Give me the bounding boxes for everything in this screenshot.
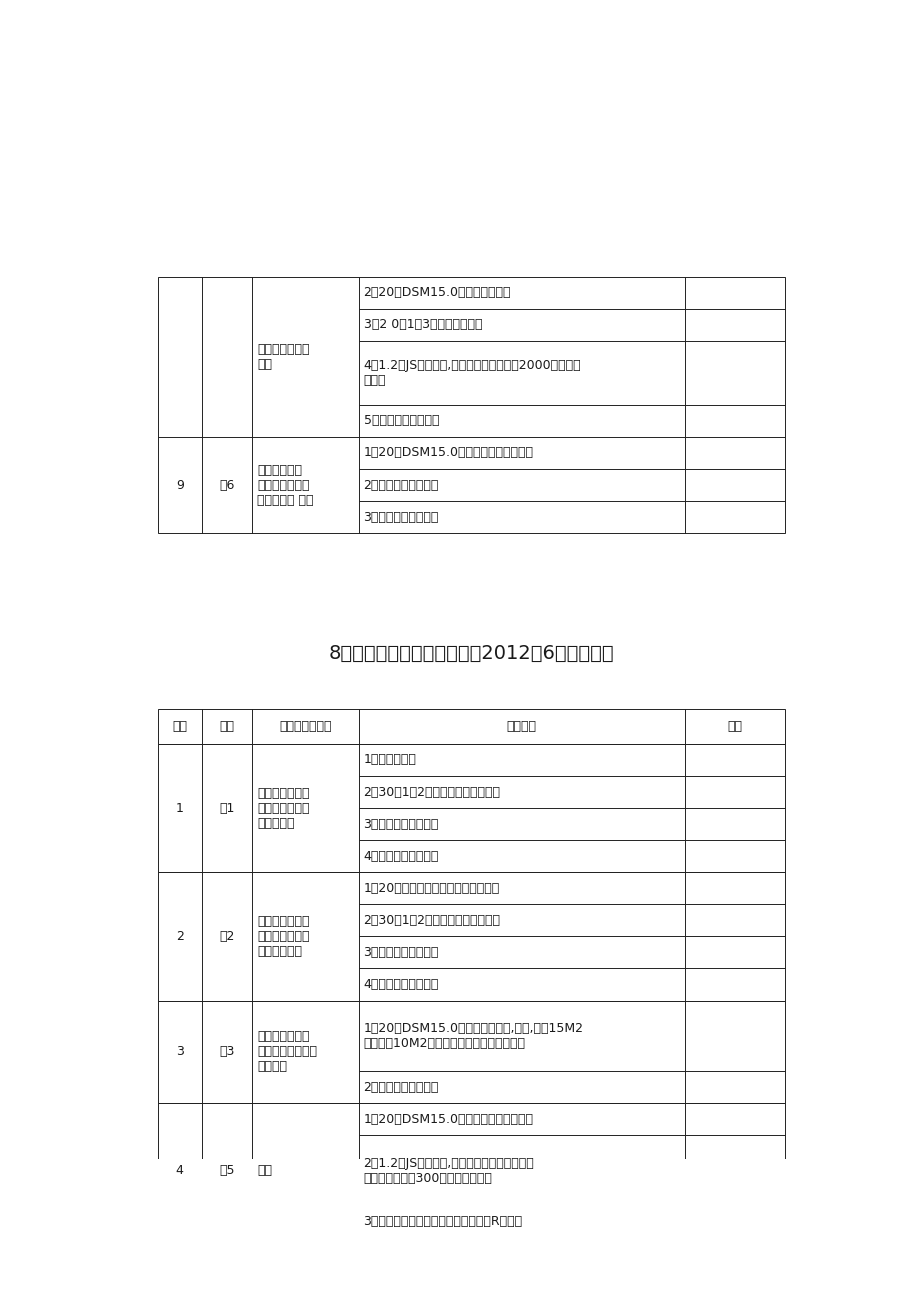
Bar xyxy=(158,708,784,743)
Text: 2、30原1：2干硬性水泥砂浆维合层: 2、30原1：2干硬性水泥砂浆维合层 xyxy=(363,785,500,798)
Text: 楔3: 楔3 xyxy=(219,1046,234,1059)
Text: 1、20原DSM15.0干拌砂浆保护层，拉毛: 1、20原DSM15.0干拌砂浆保护层，拉毛 xyxy=(363,1113,533,1126)
Text: 1: 1 xyxy=(176,802,184,815)
Text: 4、1.2原JS防水涂料,上翻建筑完成地砖面2000高（甲方
分包）: 4、1.2原JS防水涂料,上翻建筑完成地砖面2000高（甲方 分包） xyxy=(363,359,581,387)
Text: 楔1: 楔1 xyxy=(219,802,234,815)
Text: 1、20原DSM15.0预拌砂浆找平层，压光: 1、20原DSM15.0预拌砂浆找平层，压光 xyxy=(363,447,533,460)
Bar xyxy=(158,872,784,1000)
Bar xyxy=(158,1000,784,1103)
Text: 3、钉筋混凝土结构板: 3、钉筋混凝土结构板 xyxy=(363,510,438,523)
Text: 名称、施工部位: 名称、施工部位 xyxy=(278,720,331,733)
Bar xyxy=(158,1103,784,1238)
Text: 2、30原1：2干硬性水泥砂浆维合层: 2、30原1：2干硬性水泥砂浆维合层 xyxy=(363,914,500,927)
Bar xyxy=(158,276,784,534)
Bar xyxy=(158,743,784,872)
Text: 2、鑉筋混凝土结构板: 2、鑉筋混凝土结构板 xyxy=(363,1081,438,1094)
Text: （更衣室、卫生
间）: （更衣室、卫生 间） xyxy=(256,342,309,371)
Text: 1、20原DSM15.0干拌砂浆找平层,拉毛,大于15M2
房间，每10M2设置一道分隔缝，内嵌玻璃条: 1、20原DSM15.0干拌砂浆找平层,拉毛,大于15M2 房间，每10M2设置… xyxy=(363,1022,583,1049)
Text: 1、20原花岗石块面层，水泥浆擦缝。: 1、20原花岗石块面层，水泥浆擦缝。 xyxy=(363,881,499,894)
Text: 工程做法: 工程做法 xyxy=(506,720,536,733)
Text: 厨房: 厨房 xyxy=(256,1164,272,1177)
Text: 花岗石楼面（大
堂门厅及大堂相
连公共走道）: 花岗石楼面（大 堂门厅及大堂相 连公共走道） xyxy=(256,915,309,958)
Text: 楼面（客厅、走
道、卧室、书房、
储藏间）: 楼面（客厅、走 道、卧室、书房、 储藏间） xyxy=(256,1030,316,1073)
Text: 代号: 代号 xyxy=(219,720,234,733)
Text: 2、1.2原JS防水涂膜,地面满做防水，墙面上翻
建筑完成地砖面300高（甲方分包）: 2、1.2原JS防水涂膜,地面满做防水，墙面上翻 建筑完成地砖面300高（甲方分… xyxy=(363,1156,534,1185)
Text: 4、鑉筋混凝土结构板: 4、鑉筋混凝土结构板 xyxy=(363,978,438,991)
Text: 序号: 序号 xyxy=(172,720,187,733)
Text: 2、20原DSM15.0预拌砂浆结合层: 2、20原DSM15.0预拌砂浆结合层 xyxy=(363,286,510,299)
Text: 水泥砂浆地面
（风井、消防控
制室、电气 间）: 水泥砂浆地面 （风井、消防控 制室、电气 间） xyxy=(256,464,313,506)
Text: 2、水泥浆结合层一道: 2、水泥浆结合层一道 xyxy=(363,479,438,492)
Text: 到6: 到6 xyxy=(219,479,234,492)
Text: 玻化砖楼面（公
共走道、标准层
电梯前室）: 玻化砖楼面（公 共走道、标准层 电梯前室） xyxy=(256,786,309,829)
Text: 8号楼地上室内装修作法表（2012年6月调整版）: 8号楼地上室内装修作法表（2012年6月调整版） xyxy=(328,644,614,663)
Text: 4、钉筋混凝土结构板: 4、钉筋混凝土结构板 xyxy=(363,850,438,863)
Text: 3: 3 xyxy=(176,1046,184,1059)
Text: 1、玻化砖面层: 1、玻化砖面层 xyxy=(363,754,416,767)
Text: 5、钉筋混凝土结构板: 5、钉筋混凝土结构板 xyxy=(363,414,438,427)
Text: 9: 9 xyxy=(176,479,184,492)
Text: 楔2: 楔2 xyxy=(219,930,234,943)
Text: 3、管道周边局部清理及找补、阴角做R处理。: 3、管道周边局部清理及找补、阴角做R处理。 xyxy=(363,1216,522,1229)
Text: 4: 4 xyxy=(176,1164,184,1177)
Text: 备注: 备注 xyxy=(727,720,742,733)
Text: 楔5: 楔5 xyxy=(219,1164,234,1177)
Text: 2: 2 xyxy=(176,930,184,943)
Text: 3、水泥浆结合层一道: 3、水泥浆结合层一道 xyxy=(363,947,438,960)
Text: 3、2 0原1：3水泥砂浆保护层: 3、2 0原1：3水泥砂浆保护层 xyxy=(363,318,482,331)
Text: 3、水泥浆结合层一道: 3、水泥浆结合层一道 xyxy=(363,818,438,831)
